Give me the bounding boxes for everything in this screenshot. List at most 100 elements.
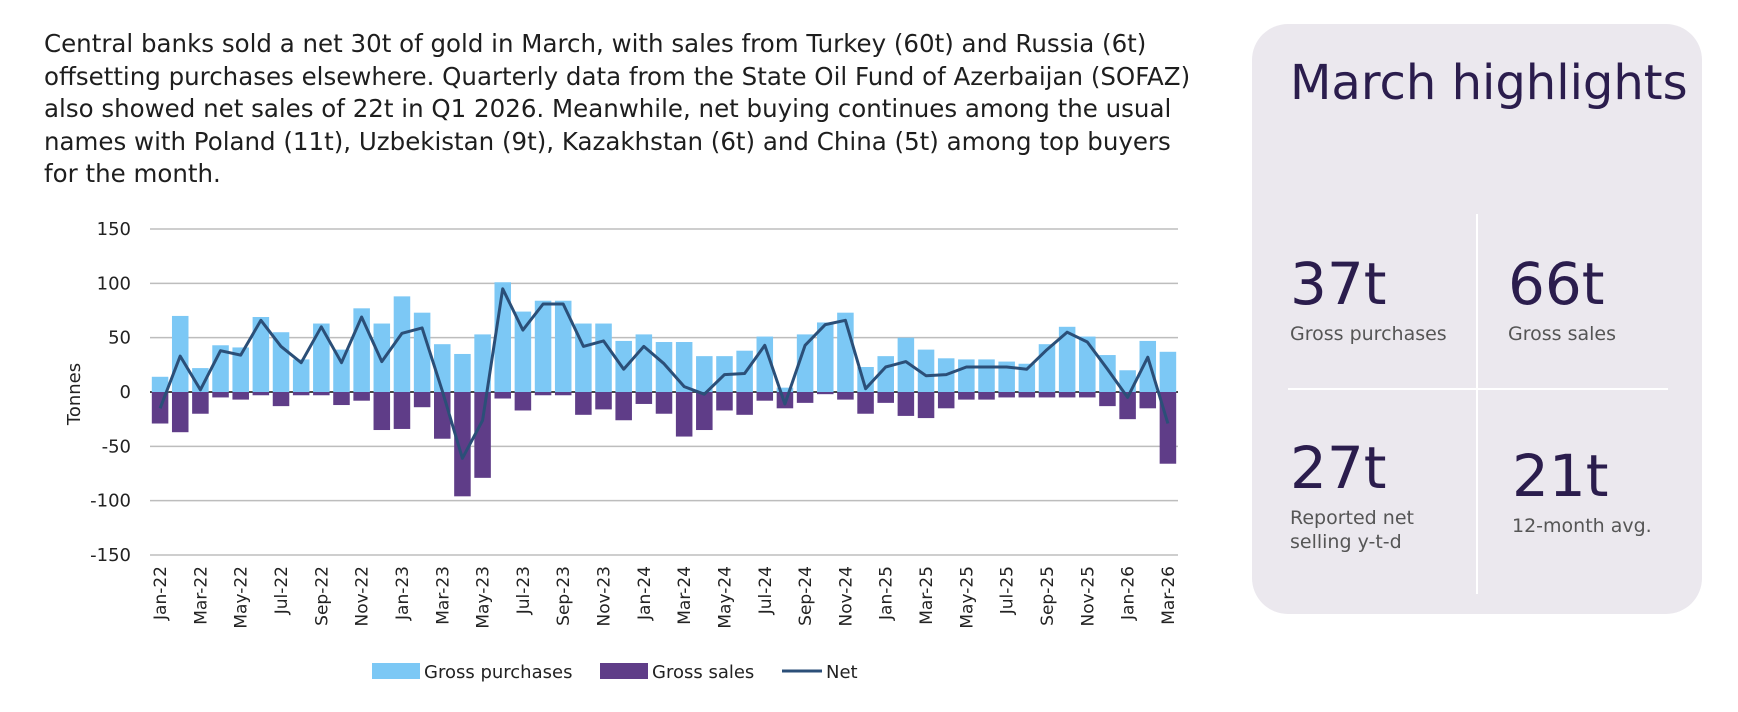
bar-gross-sales — [575, 392, 592, 415]
bar-gross-purchases — [554, 300, 572, 392]
legend-item: Net — [782, 662, 858, 683]
bar-gross-purchases — [413, 312, 431, 392]
bar-gross-purchases — [272, 332, 290, 392]
x-tick-label: Jan-24 — [635, 566, 655, 621]
legend-label: Gross sales — [652, 662, 754, 683]
bar-gross-purchases — [675, 342, 693, 392]
bar-gross-sales — [937, 392, 955, 409]
bar-gross-purchases — [998, 361, 1015, 392]
bar-gross-purchases — [1079, 336, 1096, 392]
x-tick-label: Sep-22 — [312, 566, 332, 626]
stat-gross-sales: 66t Gross sales — [1508, 252, 1616, 346]
stat-value: 27t — [1290, 434, 1387, 502]
x-tick-label: Sep-23 — [554, 566, 574, 626]
bar-gross-sales — [837, 392, 854, 400]
y-tick-label: -100 — [90, 491, 131, 512]
legend-item: Gross purchases — [372, 662, 572, 683]
x-tick-label: Jul-25 — [998, 566, 1018, 615]
bar-gross-sales — [796, 392, 814, 403]
bar-gross-sales — [1018, 392, 1036, 398]
bar-gross-sales — [554, 392, 572, 396]
bar-gross-purchases — [1139, 340, 1157, 392]
bar-gross-sales — [514, 392, 532, 411]
x-tick-label: Jan-26 — [1119, 566, 1139, 621]
bar-gross-sales — [736, 392, 753, 415]
x-tick-label: Jul-22 — [272, 566, 292, 615]
bar-gross-purchases — [1018, 363, 1036, 392]
bar-gross-sales — [192, 392, 209, 414]
stat-label: Reported net selling y-t-d — [1290, 507, 1414, 553]
bar-gross-sales — [333, 392, 350, 406]
bar-gross-sales — [474, 392, 491, 478]
bar-gross-sales — [998, 392, 1015, 398]
bar-gross-purchases — [816, 322, 834, 392]
x-tick-label: Jan-22 — [151, 566, 171, 621]
bar-gross-purchases — [333, 349, 350, 392]
y-tick-label: 50 — [108, 328, 131, 349]
x-tick-label: Mar-25 — [917, 566, 937, 625]
bar-gross-sales — [272, 392, 290, 407]
legend-item: Gross sales — [600, 662, 754, 683]
bar-gross-sales — [917, 392, 935, 419]
x-tick-label: Jan-25 — [877, 566, 897, 621]
bar-gross-purchases — [917, 349, 935, 392]
bar-gross-purchases — [534, 300, 552, 392]
bar-gross-purchases — [696, 356, 713, 392]
x-tick-label: May-25 — [957, 566, 977, 629]
stat-label: Gross purchases — [1290, 323, 1447, 345]
bar-gross-sales — [756, 392, 774, 401]
legend-label: Gross purchases — [424, 662, 572, 683]
x-tick-label: Mar-22 — [191, 566, 211, 625]
x-tick-label: May-23 — [474, 566, 494, 629]
x-tick-label: May-22 — [232, 566, 252, 629]
bar-gross-sales — [595, 392, 612, 410]
bar-gross-purchases — [514, 311, 532, 392]
y-tick-label: 150 — [97, 219, 131, 240]
bar-gross-purchases — [1038, 344, 1056, 392]
panel-title: March highlights — [1290, 55, 1688, 111]
bar-gross-sales — [635, 392, 653, 404]
bar-gross-purchases — [958, 359, 975, 392]
bar-gross-purchases — [373, 323, 391, 392]
bar-gross-purchases — [292, 359, 310, 392]
stat-value: 66t — [1508, 250, 1605, 318]
bar-gross-purchases — [353, 308, 370, 392]
bar-gross-purchases — [252, 317, 270, 392]
bar-gross-purchases — [232, 347, 249, 392]
bar-gross-sales — [716, 392, 733, 411]
bar-gross-purchases — [1058, 326, 1076, 392]
x-tick-label: Mar-26 — [1159, 566, 1179, 625]
net-line-layer — [158, 287, 1170, 460]
bar-gross-sales — [877, 392, 894, 403]
bar-gross-sales — [1038, 392, 1056, 398]
bar-gross-purchases — [615, 340, 632, 392]
bar-gross-sales — [655, 392, 673, 414]
bar-gross-purchases — [1159, 351, 1177, 392]
y-axis-ticks: 150 100 50 0 -50 -100 -150 — [90, 219, 131, 566]
x-tick-label: Jan-23 — [393, 566, 413, 621]
stat-gross-purchases: 37t Gross purchases — [1290, 252, 1447, 346]
stat-value: 37t — [1290, 250, 1387, 318]
bar-gross-sales — [1058, 392, 1076, 398]
bar-gross-sales — [1119, 392, 1136, 420]
bar-gross-sales — [534, 392, 552, 396]
bar-gross-sales — [353, 392, 370, 401]
bar-gross-purchases — [595, 323, 612, 392]
bar-gross-purchases — [776, 387, 794, 392]
legend-swatch — [600, 663, 648, 679]
bar-gross-sales — [675, 392, 693, 437]
stat-reported-net-selling: 27t Reported net selling y-t-d — [1290, 436, 1450, 554]
net-line — [158, 287, 1170, 460]
bar-gross-purchases — [151, 376, 169, 392]
vertical-divider — [1476, 214, 1478, 594]
horizontal-divider — [1288, 388, 1668, 390]
bar-gross-sales — [393, 392, 411, 429]
bar-gross-sales — [615, 392, 632, 421]
x-tick-label: Nov-22 — [353, 566, 373, 627]
y-tick-label: 100 — [97, 273, 131, 294]
bar-gross-sales — [494, 392, 512, 399]
bar-gross-sales — [816, 392, 834, 395]
y-tick-label: -50 — [102, 436, 131, 457]
bar-gross-purchases — [635, 334, 653, 392]
stat-12-month-avg: 21t 12-month avg. — [1512, 444, 1652, 538]
